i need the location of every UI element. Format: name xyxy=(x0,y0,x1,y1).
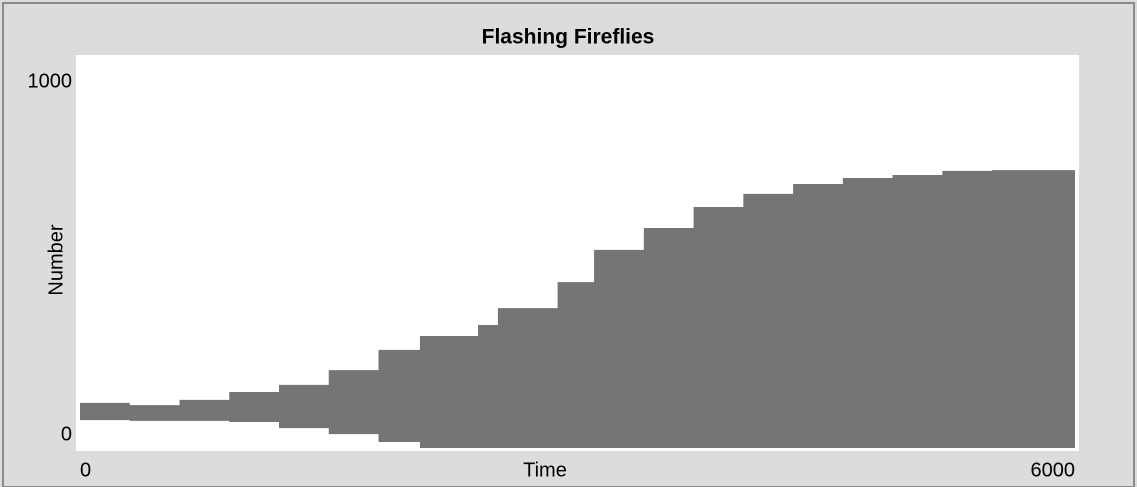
lower-envelope-area xyxy=(80,420,1075,448)
x-axis-label: Time xyxy=(523,459,567,481)
y-tick-label: 1000 xyxy=(28,70,73,92)
y-axis-label: Number xyxy=(45,224,67,295)
x-tick-label: 0 xyxy=(80,459,91,481)
x-tick-label: 6000 xyxy=(1031,459,1076,481)
upper-envelope-area xyxy=(80,170,1075,449)
y-tick-label: 0 xyxy=(61,423,72,445)
chart-title: Flashing Fireflies xyxy=(482,26,655,49)
